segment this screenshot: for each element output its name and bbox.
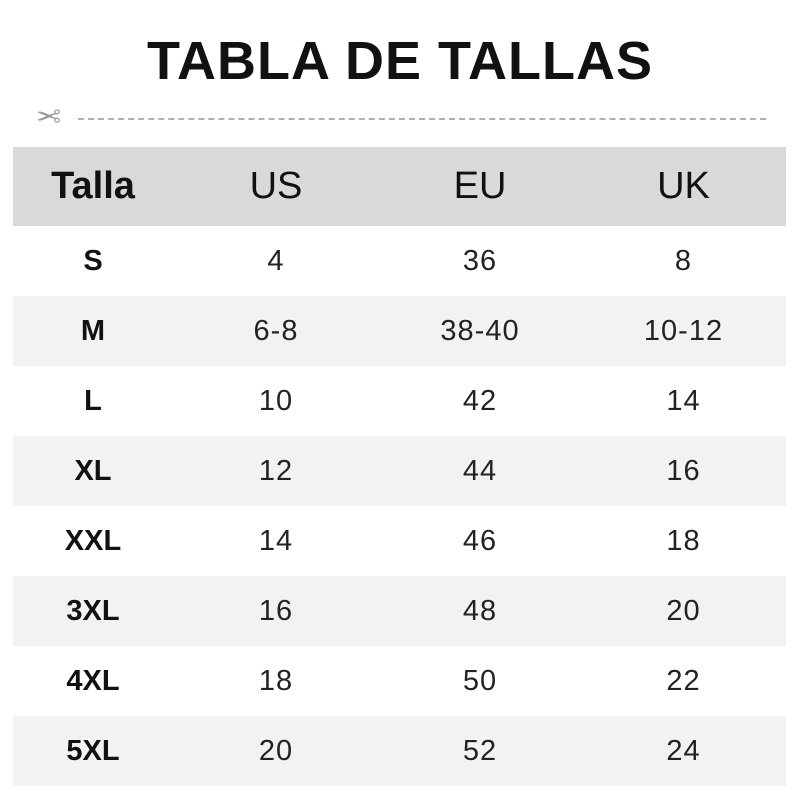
table-row: XL 12 44 16 (13, 436, 786, 506)
cell-uk: 10-12 (643, 314, 724, 347)
cell-uk: 16 (666, 454, 701, 487)
cell-uk: 18 (666, 524, 701, 557)
cell-eu: 46 (462, 524, 498, 557)
cell-eu: 48 (462, 594, 498, 627)
dashed-divider (78, 118, 766, 120)
cell-eu: 38-40 (440, 314, 520, 347)
cell-talla: S (83, 244, 103, 277)
table-row: 3XL 16 48 20 (13, 576, 786, 646)
cell-eu: 44 (462, 454, 498, 487)
cell-talla: L (84, 384, 102, 417)
cell-uk: 14 (666, 384, 701, 417)
cell-us: 20 (258, 734, 294, 767)
header-talla: Talla (51, 165, 135, 207)
header-uk: UK (657, 165, 710, 207)
cell-eu: 50 (462, 664, 498, 697)
cell-talla: 5XL (66, 734, 120, 767)
cell-eu: 36 (462, 244, 498, 277)
cell-uk: 8 (674, 244, 693, 277)
cell-uk: 24 (666, 734, 701, 767)
page-title: TABLA DE TALLAS (147, 31, 653, 91)
cell-eu: 42 (462, 384, 498, 417)
table-row: M 6-8 38-40 10-12 (13, 296, 786, 366)
cell-us: 16 (258, 594, 294, 627)
table-row: 5XL 20 52 24 (13, 716, 786, 786)
cell-us: 14 (258, 524, 294, 557)
header-eu: EU (453, 165, 507, 207)
cell-us: 10 (258, 384, 294, 417)
cell-us: 4 (267, 244, 285, 277)
cell-uk: 22 (666, 664, 701, 697)
cell-talla: XXL (64, 524, 122, 557)
table-row: XXL 14 46 18 (13, 506, 786, 576)
scissors-icon: ✂ (36, 101, 62, 134)
size-table: Talla US EU UK S 4 36 8 M 6-8 38-40 10-12 L 10 42 1… (13, 147, 786, 786)
table-row: 4XL 18 50 22 (13, 646, 786, 716)
cell-talla: M (80, 314, 106, 347)
table-row: L 10 42 14 (13, 366, 786, 436)
cell-talla: 3XL (66, 594, 120, 627)
cell-talla: XL (74, 454, 112, 487)
cell-eu: 52 (462, 734, 498, 767)
header-us: US (249, 165, 303, 207)
cell-us: 18 (258, 664, 294, 697)
table-row: S 4 36 8 (13, 226, 786, 296)
cell-talla: 4XL (66, 664, 120, 697)
cell-us: 12 (258, 454, 294, 487)
table-header: Talla US EU UK (13, 147, 786, 226)
cell-uk: 20 (666, 594, 701, 627)
cell-us: 6-8 (253, 314, 299, 347)
cut-line: ✂ (36, 101, 766, 134)
